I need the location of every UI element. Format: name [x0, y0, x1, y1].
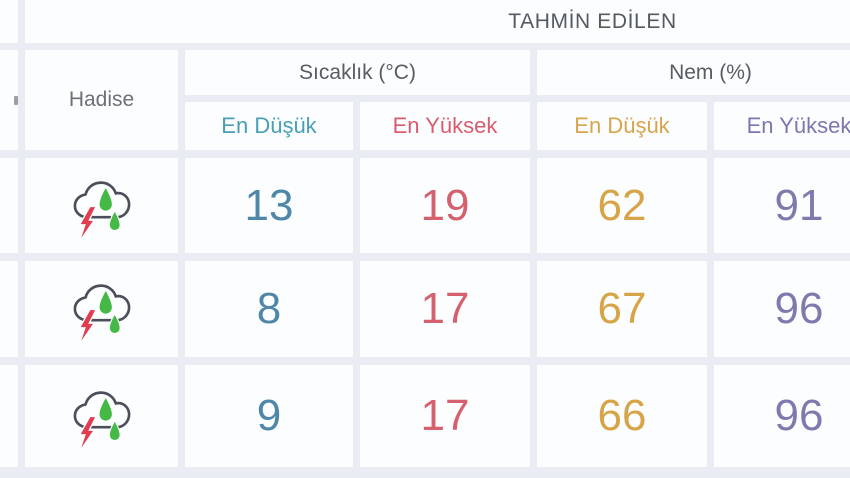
clipped-text-fragment — [14, 96, 18, 105]
temp-min-header: En Düşük — [185, 102, 353, 150]
temp-max-value-text: 19 — [420, 180, 470, 230]
temp-max-value: 17 — [360, 365, 530, 467]
humidity-group-header-label: Nem (%) — [669, 60, 752, 84]
hum-min-header-label: En Düşük — [574, 113, 670, 138]
event-cell — [25, 158, 178, 253]
thunderstorm-rain-icon — [73, 180, 130, 239]
temp-max-value-text: 17 — [420, 391, 470, 440]
temp-min-value: 13 — [185, 158, 353, 253]
event-column-header: Hadise — [25, 50, 178, 150]
temp-max-value-text: 17 — [420, 284, 470, 333]
hum-min-value: 62 — [537, 158, 707, 253]
hum-min-header: En Düşük — [537, 102, 707, 150]
hum-min-value: 66 — [537, 365, 707, 467]
temperature-group-header-label: Sıcaklık (°C) — [299, 60, 416, 84]
temperature-group-header: Sıcaklık (°C) — [185, 50, 530, 95]
temp-min-value-text: 8 — [256, 284, 282, 333]
thunderstorm-rain-icon — [73, 284, 130, 343]
temp-max-value: 17 — [360, 261, 530, 357]
hum-min-value-text: 67 — [597, 284, 647, 333]
clipped-left-cell-header — [0, 50, 18, 150]
hum-max-value: 96 — [714, 365, 850, 467]
temp-max-value: 19 — [360, 158, 530, 253]
hum-min-value-text: 66 — [597, 391, 647, 440]
temp-min-header-label: En Düşük — [221, 113, 317, 138]
event-cell — [25, 261, 178, 357]
temp-min-value-text: 13 — [244, 180, 294, 230]
forecast-top-header: TAHMİN EDİLEN — [25, 0, 850, 43]
hum-max-value-text: 96 — [774, 284, 824, 333]
hum-max-header-label: En Yüksek — [746, 113, 850, 138]
temp-max-header-label: En Yüksek — [392, 113, 498, 138]
hum-max-header: En Yüksek — [714, 102, 850, 150]
forecast-top-header-label: TAHMİN EDİLEN — [508, 9, 677, 33]
hum-max-value-text: 91 — [774, 180, 824, 230]
hum-max-value: 96 — [714, 261, 850, 357]
event-cell — [25, 365, 178, 467]
clipped-left-cell-row — [0, 365, 18, 467]
clipped-left-cell-row — [0, 158, 18, 253]
hum-min-value-text: 62 — [597, 180, 647, 230]
hum-max-value-text: 96 — [774, 391, 824, 440]
hum-max-value: 91 — [714, 158, 850, 253]
clipped-left-cell-top — [0, 0, 18, 43]
thunderstorm-rain-icon — [73, 391, 130, 450]
event-column-header-label: Hadise — [68, 88, 135, 111]
clipped-left-cell-row — [0, 261, 18, 357]
temp-min-value: 8 — [185, 261, 353, 357]
temp-max-header: En Yüksek — [360, 102, 530, 150]
temp-min-value: 9 — [185, 365, 353, 467]
temp-min-value-text: 9 — [256, 391, 282, 440]
humidity-group-header: Nem (%) — [537, 50, 850, 95]
hum-min-value: 67 — [537, 261, 707, 357]
